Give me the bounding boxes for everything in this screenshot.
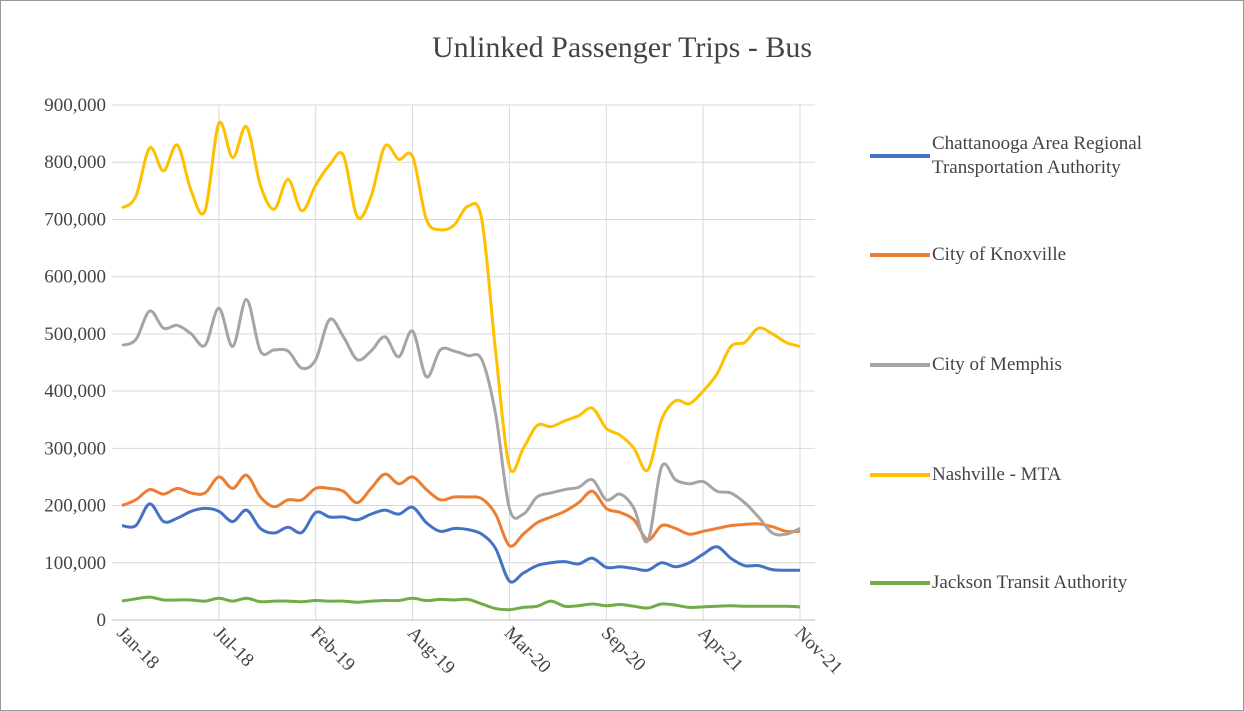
y-tick-label: 100,000	[44, 553, 106, 574]
y-tick-label: 200,000	[44, 496, 106, 517]
y-tick-label: 700,000	[44, 209, 106, 230]
series-line	[121, 120, 801, 474]
legend-label: Jackson Transit Authority	[932, 572, 1128, 593]
y-tick-label: 500,000	[44, 324, 106, 345]
legend-item: City of Knoxville	[870, 243, 1200, 267]
legend-item: Nashville - MTA	[870, 463, 1200, 487]
y-tick-label: 300,000	[44, 438, 106, 459]
legend-swatch	[870, 154, 930, 158]
series-line	[121, 595, 801, 612]
legend-item: Chattanooga Area Regional Transportation…	[870, 132, 1200, 180]
y-tick-label: 900,000	[44, 95, 106, 116]
series-line	[121, 472, 801, 548]
legend-item: City of Memphis	[870, 353, 1200, 377]
chart-title: Unlinked Passenger Trips - Bus	[432, 31, 812, 64]
y-tick-label: 800,000	[44, 152, 106, 173]
legend-label: Nashville - MTA	[932, 464, 1062, 485]
legend-item: Jackson Transit Authority	[870, 571, 1200, 595]
series-line	[121, 502, 801, 584]
y-tick-label: 600,000	[44, 267, 106, 288]
legend-label: City of Knoxville	[932, 244, 1067, 265]
legend-swatch	[870, 473, 930, 477]
legend-swatch	[870, 581, 930, 585]
legend-swatch	[870, 253, 930, 257]
y-tick-label: 0	[97, 610, 107, 631]
y-tick-label: 400,000	[44, 381, 106, 402]
legend-label: City of Memphis	[932, 354, 1062, 375]
legend-label: Chattanooga Area Regional Transportation…	[932, 133, 1142, 178]
series-line	[121, 298, 801, 544]
legend-swatch	[870, 363, 930, 367]
